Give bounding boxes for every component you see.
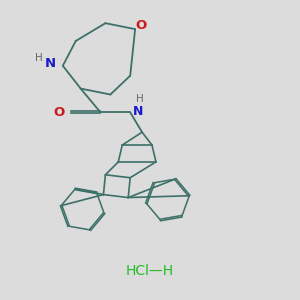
Text: H: H [136, 94, 144, 104]
Text: H: H [35, 53, 43, 63]
Text: O: O [136, 19, 147, 32]
Text: O: O [53, 106, 64, 119]
Text: N: N [44, 57, 56, 70]
Text: N: N [133, 105, 143, 118]
Text: HCl—H: HCl—H [126, 264, 174, 278]
